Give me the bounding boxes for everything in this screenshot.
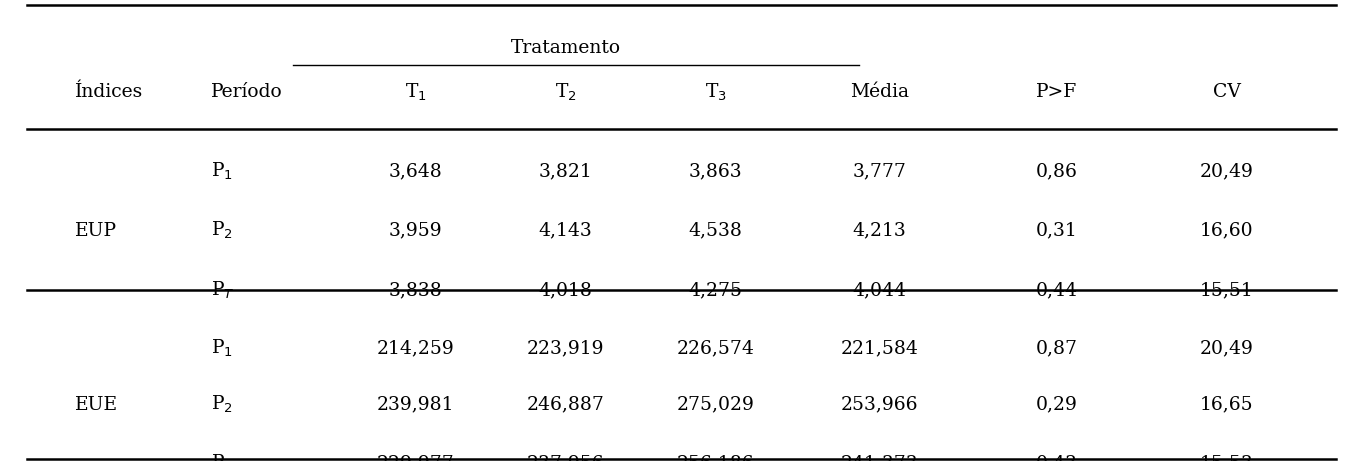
Text: 15,53: 15,53: [1199, 454, 1254, 461]
Text: 4,538: 4,538: [688, 221, 743, 240]
Text: 229,977: 229,977: [376, 454, 455, 461]
Text: 4,275: 4,275: [688, 281, 743, 300]
Text: 237,956: 237,956: [527, 454, 604, 461]
Text: 3,863: 3,863: [688, 162, 743, 181]
Text: Média: Média: [849, 83, 909, 101]
Text: 3,777: 3,777: [852, 162, 906, 181]
Text: 256,186: 256,186: [677, 454, 754, 461]
Text: 16,60: 16,60: [1199, 221, 1254, 240]
Text: Índices: Índices: [75, 83, 143, 101]
Text: 214,259: 214,259: [376, 339, 455, 357]
Text: 253,966: 253,966: [841, 396, 917, 414]
Text: T$_3$: T$_3$: [705, 82, 726, 103]
Text: P>F: P>F: [1036, 83, 1077, 101]
Text: 4,044: 4,044: [852, 281, 906, 300]
Text: Tratamento: Tratamento: [511, 39, 620, 58]
Text: 0,44: 0,44: [1036, 281, 1077, 300]
Text: 0,87: 0,87: [1036, 339, 1077, 357]
Text: T$_2$: T$_2$: [555, 82, 577, 103]
Text: 3,838: 3,838: [388, 281, 443, 300]
Text: 223,919: 223,919: [527, 339, 604, 357]
Text: 0,43: 0,43: [1036, 454, 1077, 461]
Text: 239,981: 239,981: [378, 396, 454, 414]
Text: 4,018: 4,018: [538, 281, 593, 300]
Text: 16,65: 16,65: [1199, 396, 1254, 414]
Text: P$_T$: P$_T$: [211, 453, 234, 461]
Text: P$_2$: P$_2$: [211, 220, 233, 241]
Text: T$_1$: T$_1$: [405, 82, 427, 103]
Text: P$_1$: P$_1$: [211, 337, 233, 359]
Text: P$_T$: P$_T$: [211, 280, 234, 301]
Text: 0,29: 0,29: [1036, 396, 1077, 414]
Text: 3,648: 3,648: [388, 162, 443, 181]
Text: P$_2$: P$_2$: [211, 394, 233, 415]
Text: 4,143: 4,143: [538, 221, 593, 240]
Text: 20,49: 20,49: [1199, 339, 1254, 357]
Text: 241,373: 241,373: [841, 454, 917, 461]
Text: 15,51: 15,51: [1199, 281, 1254, 300]
Text: 226,574: 226,574: [676, 339, 755, 357]
Text: 221,584: 221,584: [840, 339, 919, 357]
Text: 275,029: 275,029: [676, 396, 755, 414]
Text: 20,49: 20,49: [1199, 162, 1254, 181]
Text: 3,959: 3,959: [388, 221, 443, 240]
Text: 246,887: 246,887: [526, 396, 605, 414]
Text: 0,31: 0,31: [1036, 221, 1077, 240]
Text: 3,821: 3,821: [538, 162, 593, 181]
Text: EUE: EUE: [75, 396, 119, 414]
Text: Período: Período: [211, 83, 284, 101]
Text: P$_1$: P$_1$: [211, 161, 233, 182]
Text: 0,86: 0,86: [1036, 162, 1077, 181]
Text: EUP: EUP: [75, 221, 117, 240]
Text: 4,213: 4,213: [852, 221, 906, 240]
Text: CV: CV: [1213, 83, 1240, 101]
